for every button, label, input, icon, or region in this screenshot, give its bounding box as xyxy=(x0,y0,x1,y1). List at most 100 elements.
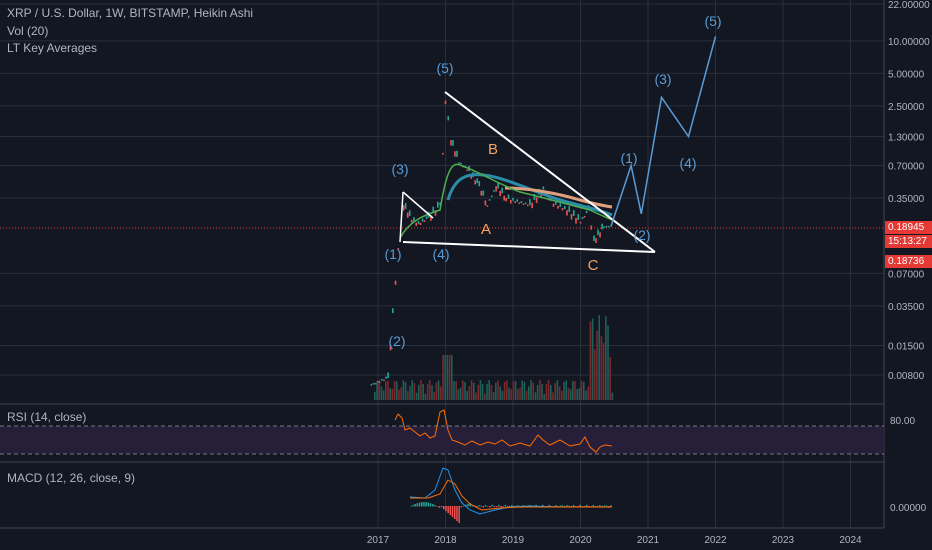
time-tick: 2023 xyxy=(772,535,795,546)
volume-bar xyxy=(411,380,413,400)
volume-bar xyxy=(387,380,389,400)
macd-bar xyxy=(517,505,520,507)
volume-bar xyxy=(486,383,488,400)
candle xyxy=(518,202,521,204)
forecast-path[interactable] xyxy=(610,36,717,227)
candle xyxy=(404,202,407,209)
wave-label: (1) xyxy=(384,246,401,262)
volume-bar xyxy=(506,380,508,400)
volume-bar xyxy=(479,380,482,400)
volume-bar xyxy=(492,392,495,400)
volume-bar xyxy=(380,386,383,400)
volume-bar xyxy=(437,380,440,400)
candle xyxy=(563,205,566,210)
macd-bar xyxy=(586,504,588,507)
abc-label: C xyxy=(588,257,599,274)
macd-bar xyxy=(416,503,419,507)
candle xyxy=(460,162,462,165)
volume-bar xyxy=(598,315,600,400)
volume-bar xyxy=(420,380,422,400)
volume-bar xyxy=(409,386,411,400)
price-tick: 0.00800 xyxy=(888,371,925,382)
candle xyxy=(452,139,454,146)
candle xyxy=(607,225,610,228)
macd-bar xyxy=(423,502,425,507)
volume-bar xyxy=(578,387,581,400)
wave-labels: (1) (2) (3) (4) (5) (1) (2) (3) (4) (5) A B C xyxy=(384,13,721,349)
macd-tick: 0.00000 xyxy=(890,503,927,514)
volume-bar xyxy=(396,381,398,400)
macd-bar xyxy=(568,505,570,507)
macd-legend[interactable]: MACD (12, 26, close, 9) xyxy=(7,471,136,485)
candle xyxy=(535,197,538,203)
candle xyxy=(503,195,506,201)
volume-bar xyxy=(374,391,376,400)
volume-bar xyxy=(585,390,587,400)
candle xyxy=(524,202,527,205)
macd-bar xyxy=(504,504,507,507)
support-trendline[interactable] xyxy=(402,241,656,253)
wave-label: (3) xyxy=(654,71,671,87)
candle xyxy=(410,219,413,223)
volume-bar xyxy=(418,384,420,400)
candle xyxy=(430,215,432,221)
rsi-legend[interactable]: RSI (14, close) xyxy=(7,410,87,424)
macd-bar xyxy=(592,504,595,507)
volume-bar xyxy=(541,383,543,400)
macd-bar xyxy=(597,505,599,507)
price-tick: 22.00000 xyxy=(888,0,930,11)
macd-bar xyxy=(511,505,513,507)
descending-trendline[interactable] xyxy=(444,91,656,253)
volume-bar xyxy=(558,386,561,400)
volume-bar xyxy=(508,387,510,400)
volume-bar xyxy=(561,390,563,400)
time-axis[interactable]: 2017 2018 2019 2020 2021 2022 2023 2024 xyxy=(367,535,862,546)
volume-bar xyxy=(523,381,526,400)
candle xyxy=(444,100,447,105)
candle xyxy=(385,376,387,379)
countdown-label: 15:13:27 xyxy=(885,235,932,248)
macd-bar xyxy=(434,505,436,507)
price-tick: 0.35000 xyxy=(888,194,925,205)
macd-bar xyxy=(449,506,452,516)
macd-bar xyxy=(436,506,438,507)
macd-bar xyxy=(542,504,544,507)
candle xyxy=(392,308,394,314)
candle xyxy=(501,187,503,194)
candle xyxy=(397,248,400,250)
macd-bar xyxy=(599,505,601,507)
volume-bar xyxy=(591,318,594,400)
wave-label: (4) xyxy=(432,246,449,262)
macd-bar xyxy=(487,506,489,507)
volume-bar xyxy=(378,380,380,400)
macd-bar xyxy=(438,506,441,508)
macd-bar xyxy=(445,506,447,512)
candle xyxy=(402,205,405,211)
macd-bar xyxy=(425,502,427,507)
volume-bar xyxy=(539,380,541,400)
volume-bar xyxy=(431,385,433,400)
volume-legend[interactable]: Vol (20) xyxy=(7,24,49,38)
wave-3-trendline-b[interactable] xyxy=(402,191,434,219)
macd-bar xyxy=(467,503,469,507)
volume-bar xyxy=(435,382,438,400)
volume-bar xyxy=(477,384,479,400)
volume-bar xyxy=(567,387,570,400)
symbol-title[interactable]: XRP / U.S. Dollar, 1W, BITSTAMP, Heikin … xyxy=(7,6,254,20)
candle xyxy=(423,220,426,222)
volume-bar xyxy=(536,385,539,400)
candle xyxy=(421,218,424,222)
volume-bar xyxy=(451,355,453,400)
candle xyxy=(514,201,516,203)
price-axis[interactable]: 22.00000 10.00000 5.00000 2.50000 1.30000 0.7… xyxy=(888,0,930,382)
averages-legend[interactable]: LT Key Averages xyxy=(7,41,98,55)
candle xyxy=(442,152,444,155)
volume-bar xyxy=(415,392,418,400)
volume-bar xyxy=(440,386,442,400)
candle xyxy=(507,194,510,199)
candle xyxy=(601,223,603,230)
price-tick: 0.01500 xyxy=(888,342,925,353)
wave-3-trendline[interactable] xyxy=(399,191,404,243)
candle xyxy=(488,199,491,201)
